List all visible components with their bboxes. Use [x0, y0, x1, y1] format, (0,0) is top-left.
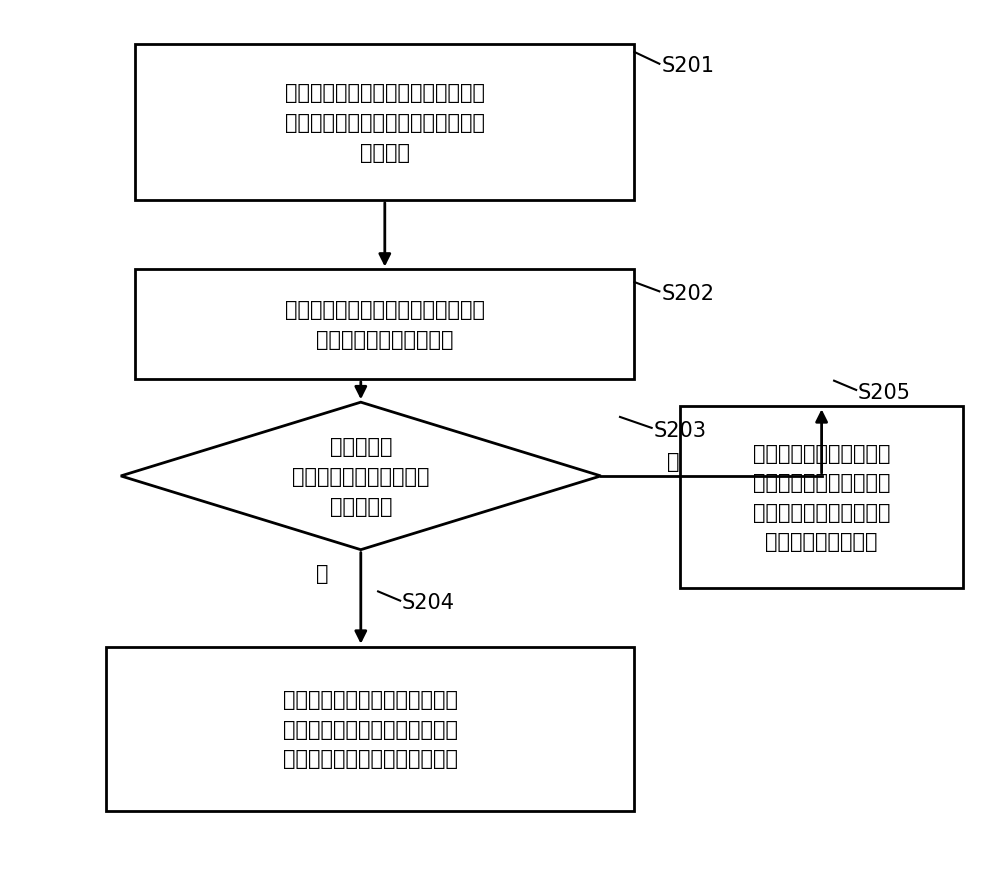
Bar [680, 407, 963, 588]
Bar [135, 45, 634, 201]
Bar [135, 270, 634, 380]
Bar [106, 647, 634, 811]
Text: S203: S203 [654, 420, 707, 440]
Text: 是: 是 [316, 563, 329, 583]
Text: 获取预设动态显示效果，按照所
述预设动态显示效果在所述预设
显示位置显示所述交互图片数据: 获取预设动态显示效果，按照所 述预设动态显示效果在所述预设 显示位置显示所述交互… [283, 689, 458, 768]
Text: S204: S204 [402, 593, 455, 613]
Text: S201: S201 [661, 56, 714, 76]
Text: S205: S205 [858, 382, 911, 403]
Text: 否: 否 [667, 452, 679, 471]
Text: 当对视频服务器发送的视频数据进行
输出时，接收所述视频服务器发送的
图片消息: 当对视频服务器发送的视频数据进行 输出时，接收所述视频服务器发送的 图片消息 [285, 83, 485, 162]
Polygon shape [121, 403, 601, 550]
Text: 检测目标标
识与图片接收终端标识是
否匹配一致: 检测目标标 识与图片接收终端标识是 否匹配一致 [292, 437, 430, 516]
Text: 向所述视频服务器获取所述图片地址
信息对应的交互图片数据: 向所述视频服务器获取所述图片地址 信息对应的交互图片数据 [285, 300, 485, 350]
Text: S202: S202 [661, 283, 714, 303]
Text: 获取预设静态显示效果，
按照所述预设静态显示效
果在所述预设显示位置显
示所述交互图片数据: 获取预设静态显示效果， 按照所述预设静态显示效 果在所述预设显示位置显 示所述交… [753, 443, 890, 552]
